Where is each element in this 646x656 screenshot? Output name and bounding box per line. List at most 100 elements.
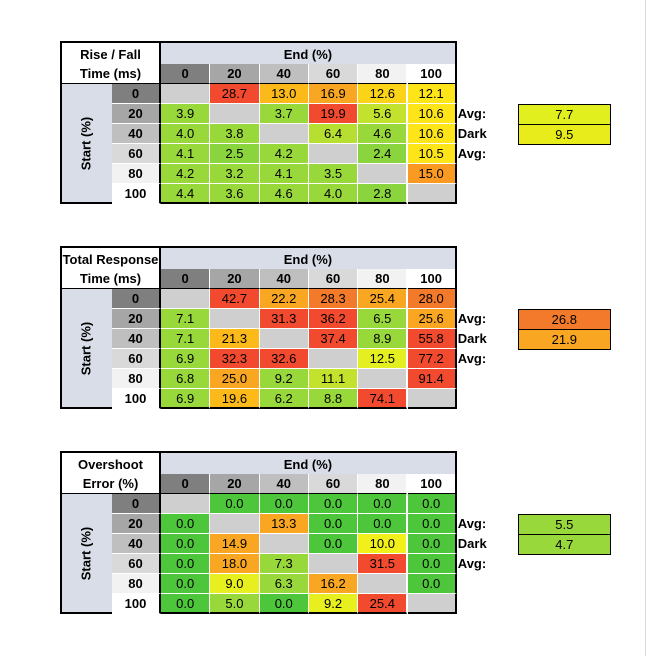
data-cell: 42.7 bbox=[210, 289, 260, 309]
data-cell: 6.4 bbox=[308, 124, 359, 144]
data-cell: 3.2 bbox=[210, 164, 260, 184]
data-cell: 0.0 bbox=[210, 494, 260, 514]
dark-avg-label: Dark Avg: bbox=[457, 126, 487, 161]
data-cell bbox=[308, 144, 359, 164]
start-label: Start (%) bbox=[78, 116, 94, 171]
column-header-60: 60 bbox=[308, 64, 359, 84]
data-cell: 2.4 bbox=[358, 144, 408, 164]
table-title-line2: Time (ms) bbox=[60, 64, 161, 84]
data-cell: 25.4 bbox=[358, 594, 408, 614]
column-header-40: 40 bbox=[259, 474, 309, 494]
data-cell: 2.5 bbox=[210, 144, 260, 164]
row-header-100: 100 bbox=[112, 184, 161, 204]
column-header-40: 40 bbox=[259, 269, 309, 289]
column-header-20: 20 bbox=[210, 474, 260, 494]
start-side-block bbox=[60, 494, 112, 614]
data-cell: 28.3 bbox=[308, 289, 359, 309]
data-cell: 0.0 bbox=[161, 594, 211, 614]
data-cell: 22.2 bbox=[259, 289, 309, 309]
data-cell bbox=[407, 184, 457, 204]
data-cell: 18.0 bbox=[210, 554, 260, 574]
table-title-line2: Error (%) bbox=[60, 474, 161, 494]
data-cell: 0.0 bbox=[358, 514, 408, 534]
column-header-100: 100 bbox=[407, 64, 457, 84]
data-cell: 55.8 bbox=[407, 329, 457, 349]
data-cell: 7.1 bbox=[161, 329, 211, 349]
table-title-line2: Time (ms) bbox=[60, 269, 161, 289]
data-cell: 13.0 bbox=[259, 84, 309, 104]
data-cell: 11.1 bbox=[308, 369, 359, 389]
data-cell: 12.1 bbox=[407, 84, 457, 104]
data-cell: 25.6 bbox=[407, 309, 457, 329]
row-header-0: 0 bbox=[112, 84, 161, 104]
data-cell: 9.2 bbox=[259, 369, 309, 389]
data-cell bbox=[259, 534, 309, 554]
data-cell: 8.8 bbox=[308, 389, 359, 409]
data-cell: 7.3 bbox=[259, 554, 309, 574]
dark-avg-label: Dark Avg: bbox=[457, 536, 487, 571]
column-header-100: 100 bbox=[407, 269, 457, 289]
data-cell: 32.3 bbox=[210, 349, 260, 369]
data-cell: 4.1 bbox=[161, 144, 211, 164]
row-header-20: 20 bbox=[112, 309, 161, 329]
data-cell: 31.5 bbox=[358, 554, 408, 574]
data-cell: 10.6 bbox=[407, 104, 457, 124]
column-header-80: 80 bbox=[358, 64, 408, 84]
dark-avg-value: 4.7 bbox=[517, 534, 611, 555]
data-cell: 21.3 bbox=[210, 329, 260, 349]
data-cell: 0.0 bbox=[259, 494, 309, 514]
row-header-80: 80 bbox=[112, 369, 161, 389]
data-cell: 0.0 bbox=[161, 514, 211, 534]
avg-label: Avg: bbox=[457, 311, 487, 326]
column-header-0: 0 bbox=[161, 474, 211, 494]
data-cell bbox=[210, 514, 260, 534]
avg-value: 5.5 bbox=[517, 514, 611, 535]
data-cell: 8.9 bbox=[358, 329, 408, 349]
data-cell: 0.0 bbox=[407, 574, 457, 594]
row-header-40: 40 bbox=[112, 329, 161, 349]
data-cell bbox=[210, 104, 260, 124]
avg-label: Avg: bbox=[457, 516, 487, 531]
data-cell: 28.7 bbox=[210, 84, 260, 104]
row-header-60: 60 bbox=[112, 144, 161, 164]
table-title-line1: Overshoot bbox=[60, 451, 161, 474]
data-cell: 6.3 bbox=[259, 574, 309, 594]
data-cell: 16.2 bbox=[308, 574, 359, 594]
data-cell: 6.5 bbox=[358, 309, 408, 329]
data-cell: 15.0 bbox=[407, 164, 457, 184]
data-cell: 0.0 bbox=[407, 494, 457, 514]
data-cell bbox=[161, 289, 211, 309]
data-cell: 0.0 bbox=[407, 514, 457, 534]
data-cell: 36.2 bbox=[308, 309, 359, 329]
row-header-0: 0 bbox=[112, 289, 161, 309]
data-cell: 4.2 bbox=[259, 144, 309, 164]
data-cell bbox=[161, 494, 211, 514]
dark-avg-label: Dark Avg: bbox=[457, 331, 487, 366]
data-cell bbox=[358, 574, 408, 594]
data-cell: 28.0 bbox=[407, 289, 457, 309]
data-cell bbox=[308, 554, 359, 574]
data-cell: 4.0 bbox=[161, 124, 211, 144]
data-cell: 3.8 bbox=[210, 124, 260, 144]
data-cell: 10.6 bbox=[407, 124, 457, 144]
data-cell: 4.2 bbox=[161, 164, 211, 184]
column-header-20: 20 bbox=[210, 269, 260, 289]
data-cell: 5.0 bbox=[210, 594, 260, 614]
data-cell: 6.9 bbox=[161, 349, 211, 369]
data-cell: 25.0 bbox=[210, 369, 260, 389]
row-header-80: 80 bbox=[112, 164, 161, 184]
avg-value: 7.7 bbox=[517, 104, 611, 125]
data-cell: 3.6 bbox=[210, 184, 260, 204]
data-cell: 14.9 bbox=[210, 534, 260, 554]
data-cell: 3.5 bbox=[308, 164, 359, 184]
data-cell: 4.0 bbox=[308, 184, 359, 204]
data-cell: 25.4 bbox=[358, 289, 408, 309]
data-cell: 10.5 bbox=[407, 144, 457, 164]
row-header-40: 40 bbox=[112, 124, 161, 144]
data-cell: 4.4 bbox=[161, 184, 211, 204]
end-header: End (%) bbox=[161, 41, 457, 64]
data-cell: 77.2 bbox=[407, 349, 457, 369]
data-cell: 4.6 bbox=[358, 124, 408, 144]
data-cell: 16.9 bbox=[308, 84, 359, 104]
data-cell bbox=[407, 389, 457, 409]
